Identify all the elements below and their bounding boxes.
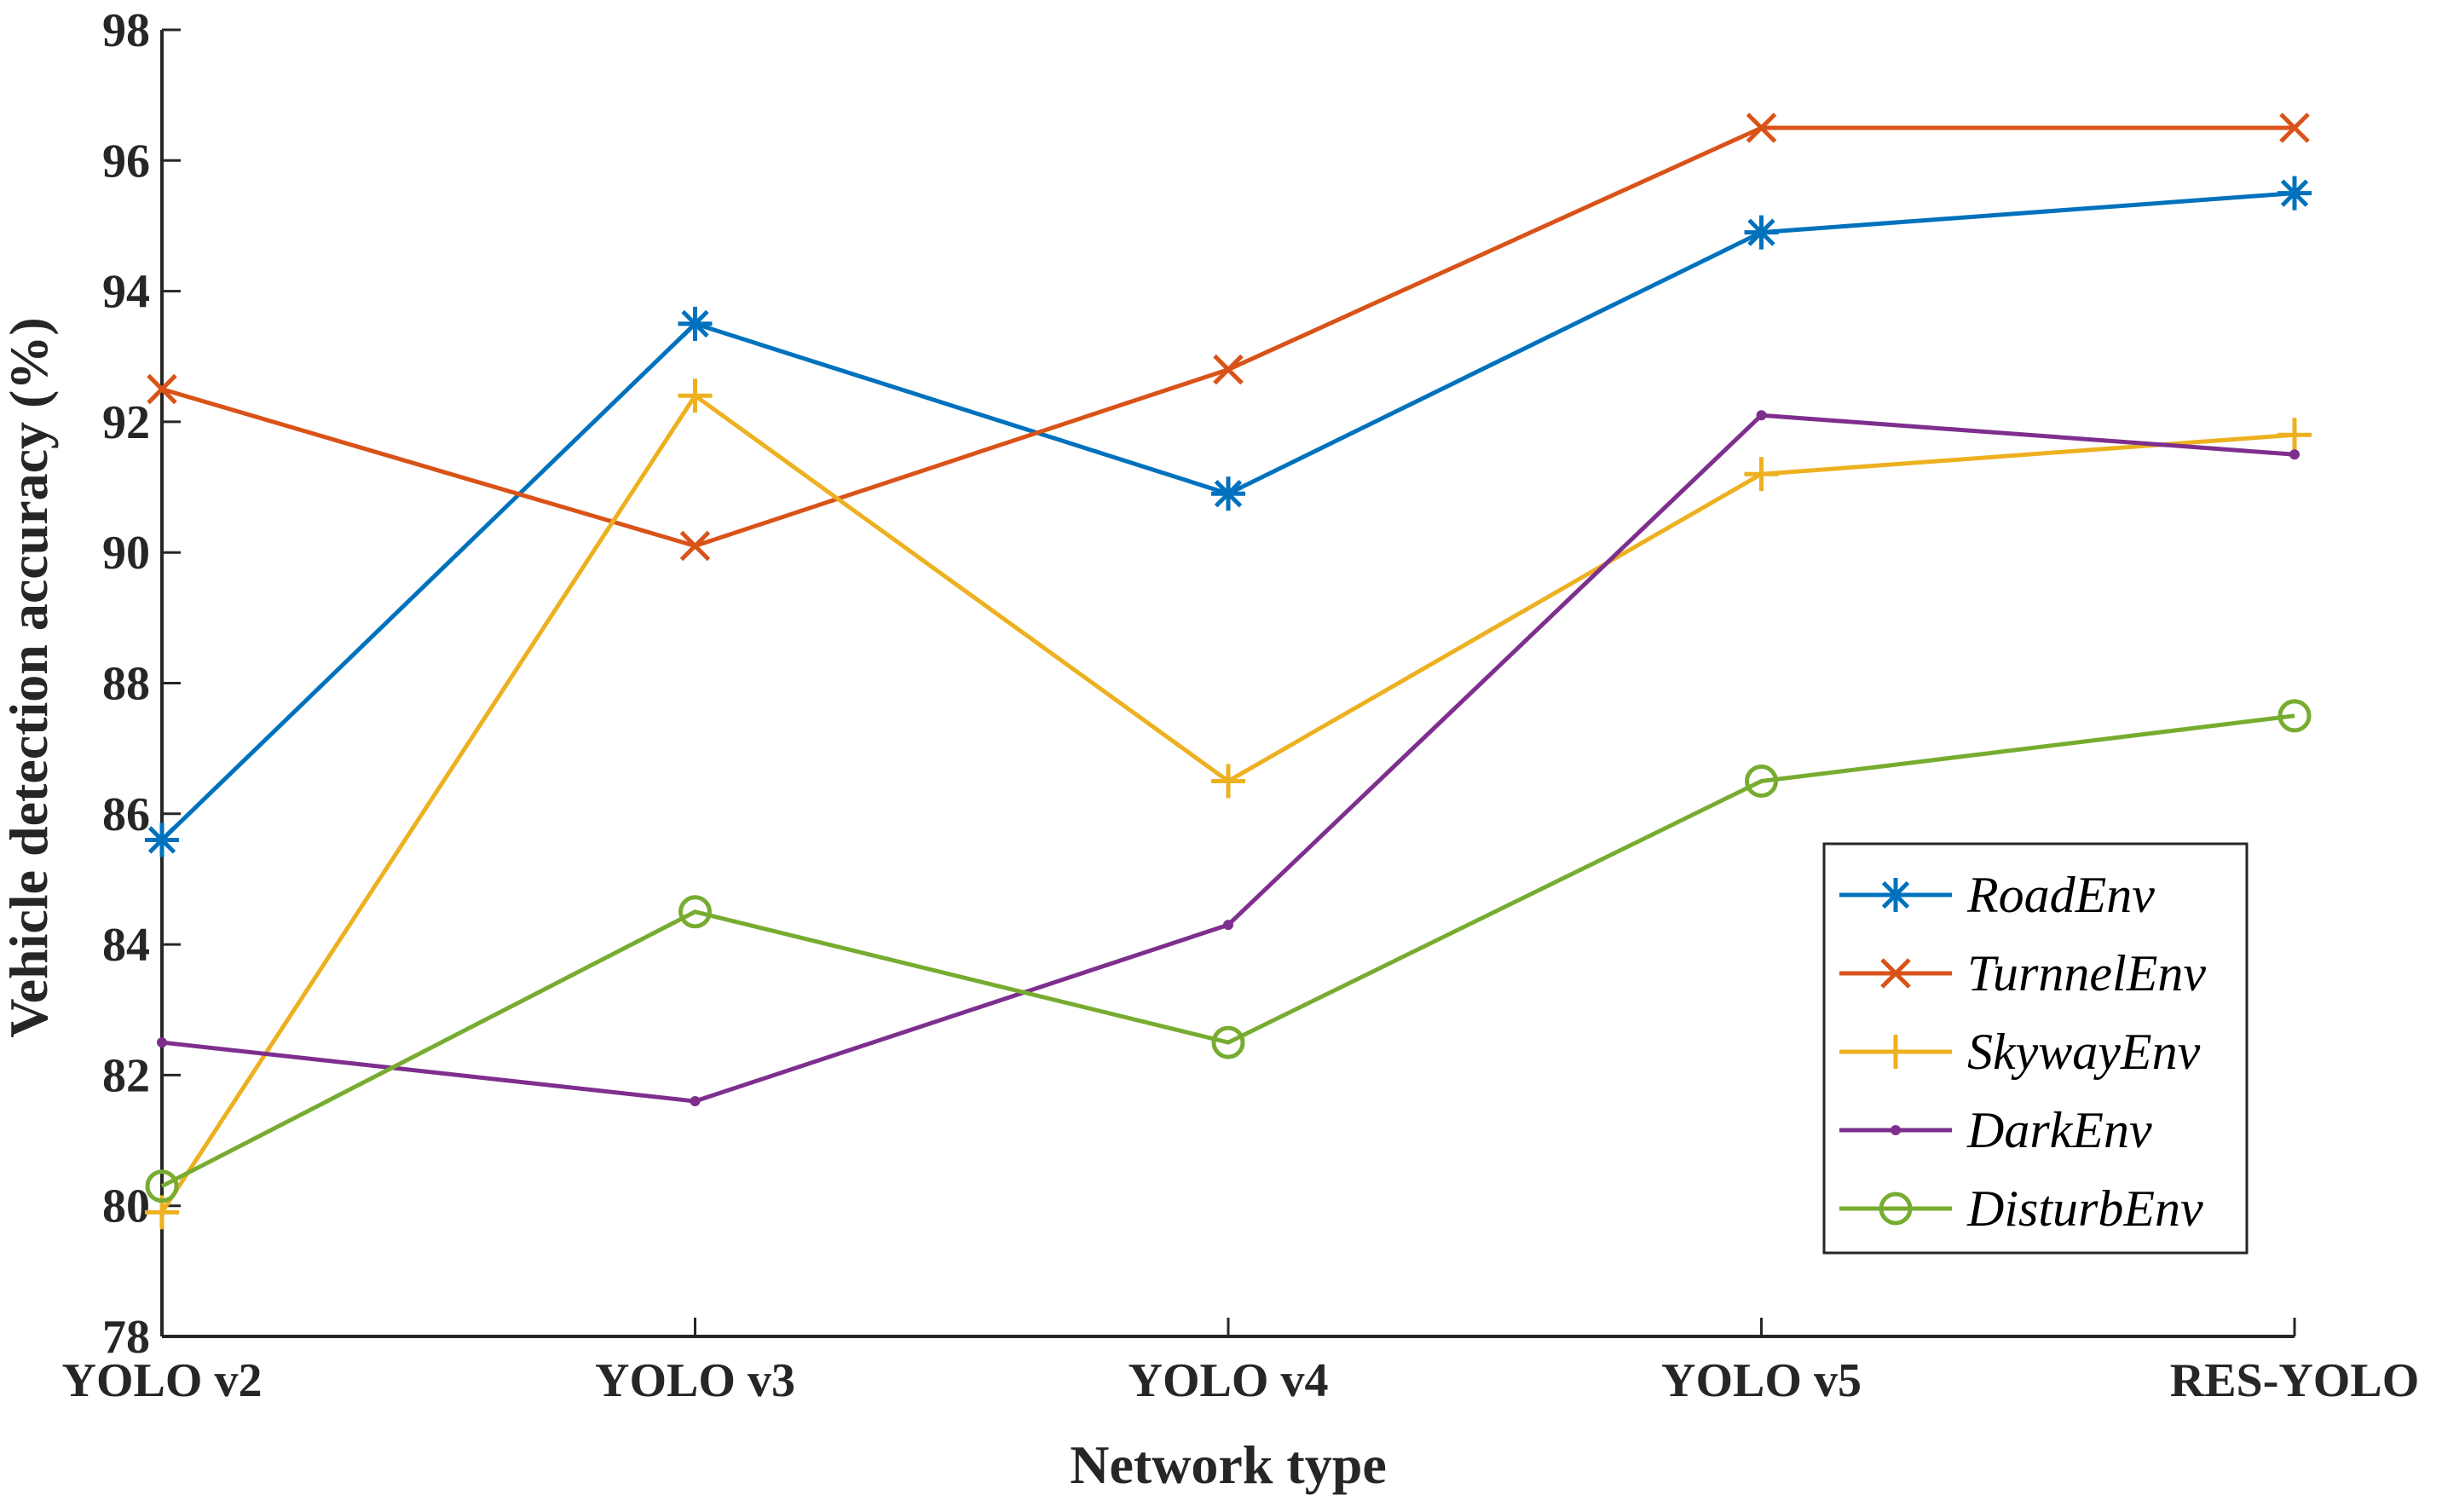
legend-item-turnnelenv: TurnnelEnv <box>1839 945 2206 1001</box>
marker-stroke <box>1214 480 1243 508</box>
legend-item-darkenv: DarkEnv <box>1839 1102 2152 1158</box>
series-turnnelenv <box>147 113 2310 562</box>
axes: 78 80 82 84 86 88 90 92 94 96 98 YOLO v2 YOLO v3 YOLO… <box>62 4 2420 1407</box>
marker-stroke <box>1881 880 1910 909</box>
data-point-darkenv <box>1223 920 1233 931</box>
data-point-disturbenv <box>678 895 712 929</box>
x-tick-label: RES-YOLO <box>2170 1354 2420 1407</box>
legend-label: TurnnelEnv <box>1967 945 2206 1001</box>
y-tick-label: 94 <box>102 266 150 319</box>
legend-marker <box>1879 1192 1913 1226</box>
data-point-turnnelenv <box>679 530 711 562</box>
y-tick-label: 98 <box>102 4 150 57</box>
data-point-skywayenv <box>2277 418 2312 453</box>
data-point-turnnelenv <box>2279 113 2310 143</box>
y-axis-title: Vehicle detection accuracy (%) <box>0 317 59 1037</box>
y-tick-label: 88 <box>102 658 150 711</box>
data-point-darkenv <box>157 1037 167 1048</box>
legend-label: DisturbEnv <box>1966 1180 2203 1237</box>
y-tick-label: 78 <box>102 1311 150 1364</box>
marker-stroke <box>2279 113 2310 143</box>
data-point-roadenv <box>678 306 713 341</box>
y-tick-label: 80 <box>102 1180 150 1233</box>
legend-marker <box>1891 1125 1901 1135</box>
series-line-roadenv <box>160 191 2295 842</box>
marker-stroke <box>681 309 709 338</box>
data-point-darkenv <box>2289 449 2300 460</box>
y-tick-label: 96 <box>102 135 150 188</box>
marker-stroke <box>2280 179 2309 207</box>
x-tick-label: YOLO v5 <box>1661 1354 1862 1407</box>
data-point-roadenv <box>145 822 179 857</box>
data-point-skywayenv <box>678 378 713 413</box>
x-tick-label: YOLO v3 <box>595 1354 795 1407</box>
x-tick-label: YOLO v4 <box>1129 1354 1329 1407</box>
data-point-skywayenv <box>1744 457 1779 492</box>
data-point-turnnelenv <box>1746 113 1777 143</box>
marker-stroke <box>679 530 711 562</box>
x-tick-label: YOLO v2 <box>62 1354 263 1407</box>
marker-stroke <box>1746 113 1777 143</box>
data-point-skywayenv <box>1211 764 1245 799</box>
series-darkenv <box>157 410 2300 1107</box>
series-disturbenv <box>145 699 2312 1203</box>
data-point-turnnelenv <box>147 373 177 405</box>
series-layer <box>145 113 2312 1230</box>
y-tick-label: 86 <box>102 788 150 841</box>
data-point-disturbenv <box>1745 764 1778 798</box>
legend-label: RoadEnv <box>1966 867 2155 923</box>
marker-stroke <box>1747 218 1775 246</box>
legend-item-disturbenv: DisturbEnv <box>1839 1180 2203 1237</box>
legend: RoadEnv TurnnelEnv SkywayEnv DarkEnv Disturb… <box>1822 842 2249 1255</box>
y-tick-label: 84 <box>102 919 150 972</box>
legend-item-skywayenv: SkywayEnv <box>1839 1024 2201 1080</box>
data-point-disturbenv <box>145 1169 179 1203</box>
y-tick-label: 90 <box>102 527 150 580</box>
y-tick-label: 92 <box>102 396 150 449</box>
data-point-roadenv <box>2277 176 2312 211</box>
x-axis-title: Network type <box>1070 1434 1386 1495</box>
legend-marker <box>1879 878 1913 912</box>
data-point-turnnelenv <box>1213 354 1244 385</box>
legend-marker <box>1879 1035 1913 1069</box>
series-skywayenv <box>145 378 2312 1230</box>
marker-stroke <box>1880 958 1911 989</box>
legend-item-roadenv: RoadEnv <box>1839 867 2155 923</box>
data-point-darkenv <box>1756 410 1767 421</box>
marker-stroke <box>1213 354 1244 385</box>
series-line-disturbenv <box>160 713 2295 1188</box>
y-tick-label: 82 <box>102 1049 150 1102</box>
data-point-roadenv <box>1744 215 1779 250</box>
data-point-disturbenv <box>2277 699 2312 733</box>
marker-stroke <box>147 826 176 854</box>
legend-label: SkywayEnv <box>1967 1024 2201 1080</box>
data-point-darkenv <box>690 1096 701 1107</box>
marker-stroke <box>147 373 177 405</box>
legend-label: DarkEnv <box>1966 1102 2152 1158</box>
data-point-roadenv <box>1211 476 1245 511</box>
data-point-disturbenv <box>1211 1025 1245 1059</box>
legend-marker <box>1880 958 1911 989</box>
